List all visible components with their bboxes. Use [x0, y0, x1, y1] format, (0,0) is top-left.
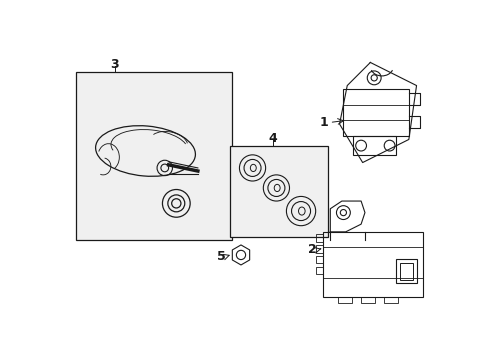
Bar	[395, 259, 416, 283]
Bar	[360, 297, 374, 303]
Text: 3: 3	[110, 58, 119, 71]
Bar	[399, 263, 413, 280]
Bar	[353, 136, 395, 155]
Text: 5: 5	[216, 250, 225, 263]
Text: 1: 1	[319, 116, 327, 129]
Bar	[384, 297, 397, 303]
Bar	[230, 145, 327, 237]
Bar	[322, 232, 422, 297]
Bar	[76, 72, 231, 239]
Bar	[316, 256, 322, 264]
Text: 4: 4	[267, 132, 276, 145]
Bar	[316, 234, 322, 242]
Text: 2: 2	[307, 243, 316, 256]
Bar	[343, 89, 408, 136]
Bar	[316, 245, 322, 253]
Bar	[337, 297, 351, 303]
Bar	[316, 266, 322, 274]
